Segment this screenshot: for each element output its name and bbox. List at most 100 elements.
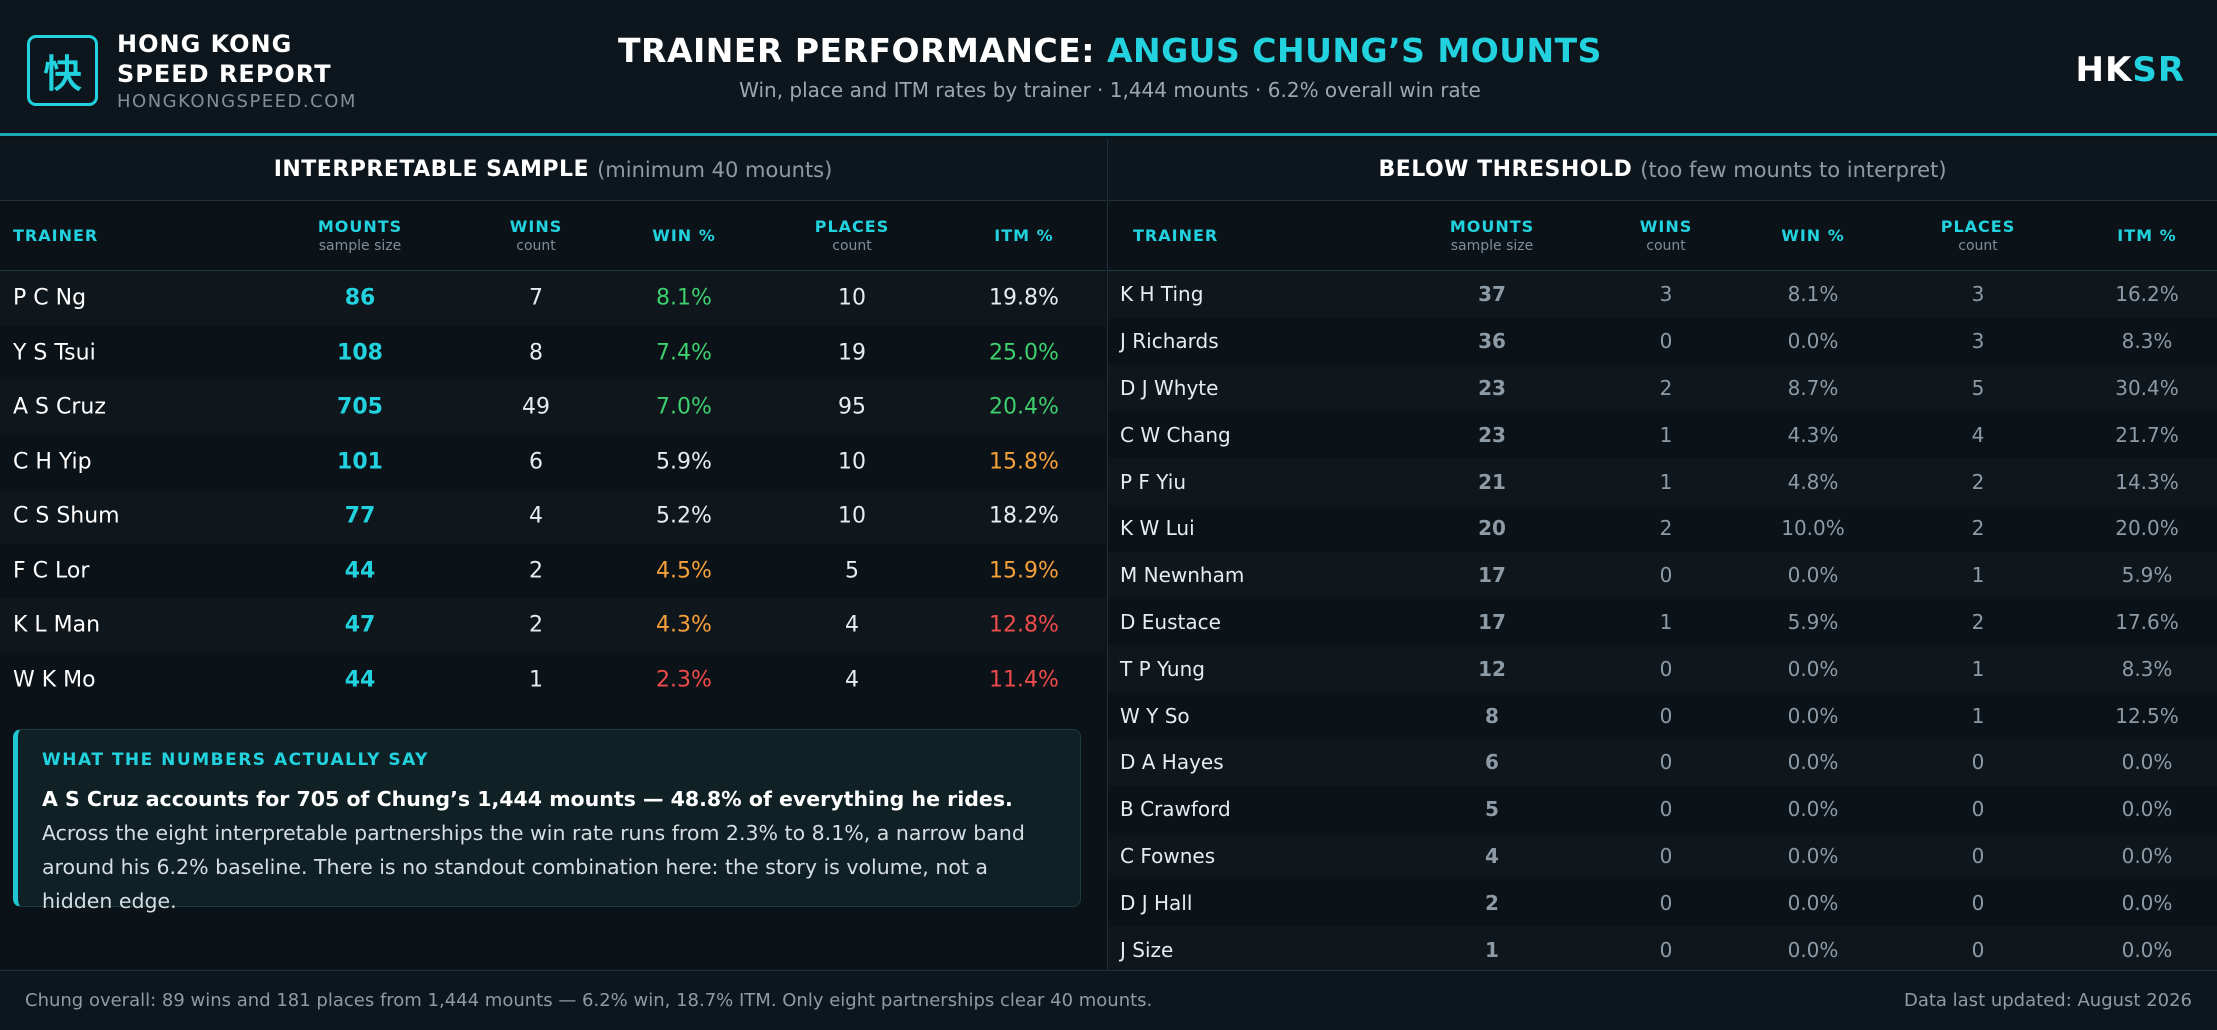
col-trainer[interactable]: TRAINER xyxy=(1133,226,1219,245)
table-row[interactable]: K L Man 47 2 4.3% 4 12.8% xyxy=(0,598,1106,653)
cell-win-pct: 0.0% xyxy=(1787,703,1839,728)
cell-win-pct: 7.0% xyxy=(656,394,712,420)
table-row[interactable]: K H Ting 37 3 8.1% 3 16.2% xyxy=(1108,271,2217,318)
cell-itm-pct: 20.4% xyxy=(989,394,1059,420)
title-accent: ANGUS CHUNG’S MOUNTS xyxy=(1106,31,1602,70)
panel-subtitle: (too few mounts to interpret) xyxy=(1640,157,1947,182)
cell-mounts: 4 xyxy=(1485,843,1499,868)
cell-itm-pct: 15.9% xyxy=(989,558,1059,584)
col-trainer[interactable]: TRAINER xyxy=(13,226,99,245)
page-title-block: TRAINER PERFORMANCE: ANGUS CHUNG’S MOUNT… xyxy=(560,31,1660,102)
brand-name-line1: HONG KONG xyxy=(117,30,293,58)
cell-places: 10 xyxy=(838,503,866,529)
cell-places: 4 xyxy=(1971,422,1985,447)
table-row[interactable]: C S Shum 77 4 5.2% 10 18.2% xyxy=(0,489,1106,544)
table-row[interactable]: T P Yung 12 0 0.0% 1 8.3% xyxy=(1108,645,2217,693)
table-row[interactable]: B Crawford 5 0 0.0% 0 0.0% xyxy=(1108,785,2217,833)
table-row[interactable]: C Fownes 4 0 0.0% 0 0.0% xyxy=(1108,832,2217,880)
page-footer: Chung overall: 89 wins and 181 places fr… xyxy=(0,970,2217,1030)
page-header: 快 HONG KONG SPEED REPORT HONGKONGSPEED.C… xyxy=(0,0,2217,136)
col-itm-pct[interactable]: ITM % xyxy=(994,226,1054,245)
cell-wins: 6 xyxy=(529,449,543,475)
col-places[interactable]: PLACES count xyxy=(1940,217,2016,254)
cell-wins: 2 xyxy=(529,558,543,584)
table-row[interactable]: W Y So 8 0 0.0% 1 12.5% xyxy=(1108,692,2217,739)
brand-url-link[interactable]: HONGKONGSPEED.COM xyxy=(117,91,357,112)
cell-trainer: D J Hall xyxy=(1120,890,1193,915)
cell-win-pct: 0.0% xyxy=(1787,937,1839,962)
table-row[interactable]: D J Whyte 23 2 8.7% 5 30.4% xyxy=(1108,364,2217,412)
cell-wins: 7 xyxy=(529,285,543,311)
cell-win-pct: 4.8% xyxy=(1787,469,1839,494)
cell-trainer: C S Shum xyxy=(13,503,120,529)
cell-wins: 1 xyxy=(1659,469,1673,494)
cell-places: 0 xyxy=(1971,937,1985,962)
page-subtitle: Win, place and ITM rates by trainer · 1,… xyxy=(739,78,1481,102)
cell-mounts: 86 xyxy=(344,285,376,311)
col-itm-pct[interactable]: ITM % xyxy=(2117,226,2177,245)
cell-wins: 0 xyxy=(1659,329,1673,354)
col-places[interactable]: PLACES count xyxy=(814,217,890,254)
table-row[interactable]: A S Cruz 705 49 7.0% 95 20.4% xyxy=(0,380,1106,435)
table-row[interactable]: W K Mo 44 1 2.3% 4 11.4% xyxy=(0,652,1106,707)
cell-mounts: 77 xyxy=(344,503,376,529)
cell-wins: 0 xyxy=(1659,563,1673,588)
col-win-pct[interactable]: WIN % xyxy=(652,226,716,245)
cell-mounts: 2 xyxy=(1485,890,1499,915)
table-row[interactable]: C H Yip 101 6 5.9% 10 15.8% xyxy=(0,434,1106,489)
table-row[interactable]: P F Yiu 21 1 4.8% 2 14.3% xyxy=(1108,458,2217,505)
col-win-pct[interactable]: WIN % xyxy=(1781,226,1845,245)
cell-places: 1 xyxy=(1971,703,1985,728)
cell-win-pct: 0.0% xyxy=(1787,797,1839,822)
table-row[interactable]: J Richards 36 0 0.0% 3 8.3% xyxy=(1108,317,2217,365)
cell-itm-pct: 19.8% xyxy=(989,285,1059,311)
insight-text: Across the eight interpretable partnersh… xyxy=(42,821,1025,913)
table-row[interactable]: D A Hayes 6 0 0.0% 0 0.0% xyxy=(1108,738,2217,786)
table-row[interactable]: C W Chang 23 1 4.3% 4 21.7% xyxy=(1108,411,2217,459)
cell-itm-pct: 11.4% xyxy=(989,667,1059,693)
table-row[interactable]: K W Lui 20 2 10.0% 2 20.0% xyxy=(1108,504,2217,552)
cell-win-pct: 10.0% xyxy=(1781,516,1845,541)
panel-header: BELOW THRESHOLD (too few mounts to inter… xyxy=(1108,139,2217,201)
cell-wins: 0 xyxy=(1659,890,1673,915)
table-header: TRAINER MOUNTS sample size WINS count WIN … xyxy=(1108,201,2217,271)
cell-mounts: 12 xyxy=(1478,656,1506,681)
cell-trainer: K W Lui xyxy=(1120,516,1195,541)
cell-places: 1 xyxy=(1971,656,1985,681)
cell-win-pct: 4.3% xyxy=(656,612,712,638)
cell-mounts: 101 xyxy=(337,449,383,475)
cell-itm-pct: 12.8% xyxy=(989,612,1059,638)
cell-trainer: A S Cruz xyxy=(13,394,106,420)
cell-wins: 0 xyxy=(1659,843,1673,868)
table-row[interactable]: D Eustace 17 1 5.9% 2 17.6% xyxy=(1108,598,2217,646)
table-row[interactable]: Y S Tsui 108 8 7.4% 19 25.0% xyxy=(0,325,1106,380)
cell-places: 3 xyxy=(1971,282,1985,307)
cell-wins: 0 xyxy=(1659,750,1673,775)
cell-trainer: W Y So xyxy=(1120,703,1190,728)
cell-win-pct: 4.5% xyxy=(656,558,712,584)
cell-trainer: K L Man xyxy=(13,612,101,638)
cell-trainer: J Size xyxy=(1120,937,1174,962)
cell-mounts: 5 xyxy=(1485,797,1499,822)
cell-mounts: 23 xyxy=(1478,375,1506,400)
col-wins[interactable]: WINS count xyxy=(1639,217,1693,254)
cell-itm-pct: 15.8% xyxy=(989,449,1059,475)
cell-places: 19 xyxy=(838,340,866,366)
col-mounts[interactable]: MOUNTS sample size xyxy=(317,217,403,254)
cell-win-pct: 4.3% xyxy=(1787,422,1839,447)
table-row[interactable]: P C Ng 86 7 8.1% 10 19.8% xyxy=(0,271,1106,326)
cell-win-pct: 2.3% xyxy=(656,667,712,693)
table-row[interactable]: F C Lor 44 2 4.5% 5 15.9% xyxy=(0,543,1106,598)
table-row[interactable]: M Newnham 17 0 0.0% 1 5.9% xyxy=(1108,551,2217,599)
cell-wins: 0 xyxy=(1659,797,1673,822)
insight-lead: A S Cruz accounts for 705 of Chung’s 1,4… xyxy=(42,787,1013,811)
col-mounts[interactable]: MOUNTS sample size xyxy=(1449,217,1535,254)
cell-places: 95 xyxy=(838,394,866,420)
col-wins[interactable]: WINS count xyxy=(509,217,563,254)
cell-itm-pct: 30.4% xyxy=(2115,375,2179,400)
cell-wins: 49 xyxy=(522,394,550,420)
table-row[interactable]: D J Hall 2 0 0.0% 0 0.0% xyxy=(1108,879,2217,927)
table-row[interactable]: J Size 1 0 0.0% 0 0.0% xyxy=(1108,926,2217,973)
cell-mounts: 6 xyxy=(1485,750,1499,775)
cell-places: 0 xyxy=(1971,890,1985,915)
